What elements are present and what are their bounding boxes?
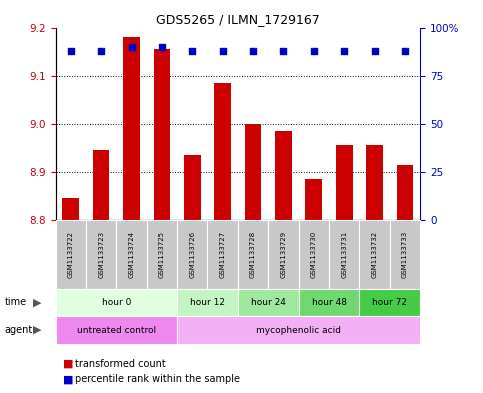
Text: GSM1133733: GSM1133733 (402, 231, 408, 278)
Text: hour 48: hour 48 (312, 298, 346, 307)
Point (97, 48, 105, 54)
Bar (298, 289, 359, 316)
Point (128, 44, 135, 50)
Text: hour 12: hour 12 (190, 298, 225, 307)
Text: GSM1133722: GSM1133722 (68, 231, 74, 278)
Bar (123, 37, 140, 220)
Bar (305, 179, 322, 220)
Bar (238, 220, 268, 289)
Bar (238, 289, 298, 316)
Text: GSM1133725: GSM1133725 (159, 231, 165, 278)
Bar (62, 198, 79, 220)
Bar (147, 220, 177, 289)
Bar (56, 220, 86, 289)
Bar (208, 220, 238, 289)
Point (158, 44, 166, 50)
Bar (184, 155, 200, 220)
Bar (93, 150, 110, 220)
Point (341, 48, 348, 54)
Bar (366, 145, 383, 220)
Bar (359, 289, 420, 316)
Text: GSM1133724: GSM1133724 (128, 231, 135, 278)
Text: GSM1133728: GSM1133728 (250, 231, 256, 278)
Text: GSM1133730: GSM1133730 (311, 231, 317, 278)
Text: GSM1133731: GSM1133731 (341, 231, 347, 278)
Bar (214, 83, 231, 220)
Text: ▶: ▶ (33, 325, 42, 335)
Text: transformed count: transformed count (75, 358, 166, 369)
Point (280, 48, 287, 54)
Text: GSM1133729: GSM1133729 (281, 231, 286, 278)
Point (188, 48, 196, 54)
Point (401, 48, 409, 54)
Bar (245, 124, 261, 220)
Bar (268, 220, 298, 289)
Text: ■: ■ (63, 358, 73, 369)
Bar (390, 220, 420, 289)
Bar (177, 289, 238, 316)
Text: hour 24: hour 24 (251, 298, 286, 307)
Text: hour 72: hour 72 (372, 298, 407, 307)
Bar (298, 220, 329, 289)
Point (249, 48, 257, 54)
Bar (397, 165, 413, 220)
Text: time: time (5, 297, 27, 307)
Text: untreated control: untreated control (77, 326, 156, 334)
Bar (56, 316, 177, 344)
Text: ■: ■ (63, 374, 73, 384)
Text: GSM1133727: GSM1133727 (220, 231, 226, 278)
Bar (154, 49, 170, 220)
Text: GSM1133723: GSM1133723 (98, 231, 104, 278)
Bar (359, 220, 390, 289)
Point (219, 48, 227, 54)
Bar (177, 316, 420, 344)
Title: GDS5265 / ILMN_1729167: GDS5265 / ILMN_1729167 (156, 13, 320, 26)
Text: GSM1133726: GSM1133726 (189, 231, 195, 278)
Point (67, 48, 74, 54)
Text: GSM1133732: GSM1133732 (371, 231, 378, 278)
Text: mycophenolic acid: mycophenolic acid (256, 326, 341, 334)
Bar (336, 145, 353, 220)
Point (371, 48, 379, 54)
Bar (86, 220, 116, 289)
Point (310, 48, 318, 54)
Bar (177, 220, 208, 289)
Text: hour 0: hour 0 (101, 298, 131, 307)
Bar (116, 220, 147, 289)
Bar (56, 289, 177, 316)
Text: percentile rank within the sample: percentile rank within the sample (75, 374, 240, 384)
Text: agent: agent (5, 325, 33, 335)
Text: ▶: ▶ (33, 297, 42, 307)
Bar (275, 131, 292, 220)
Bar (329, 220, 359, 289)
